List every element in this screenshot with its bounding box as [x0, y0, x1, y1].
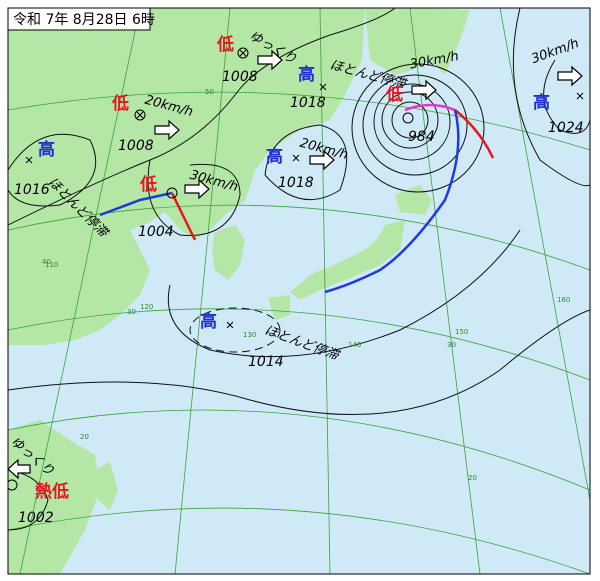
pressure-label: 1018	[278, 175, 314, 191]
system-kind: 低	[385, 84, 403, 105]
lat-line	[8, 409, 590, 491]
lat-line	[8, 91, 590, 151]
map-body	[8, 8, 590, 574]
center-markers	[8, 47, 584, 491]
isobar	[351, 63, 485, 193]
occluded-front	[404, 103, 456, 112]
isobar	[8, 469, 49, 531]
system-kind: 低	[111, 93, 129, 114]
lat-line	[8, 507, 590, 574]
isobar	[167, 229, 521, 358]
pressure-label: 1014	[248, 354, 284, 370]
header-title: 令和 7年 8月28日 6時	[13, 12, 155, 28]
pressure-label: 1018	[290, 95, 326, 111]
kyushu	[268, 295, 290, 320]
system-kind: 低	[216, 34, 234, 55]
isobar	[381, 91, 439, 149]
isobar	[373, 83, 451, 161]
lon-line	[19, 8, 141, 574]
isobar	[8, 309, 590, 416]
korea	[212, 225, 245, 280]
lat-line	[8, 308, 590, 381]
system-kind: 高	[38, 139, 55, 160]
taiwan-luzon	[95, 462, 118, 510]
isobar	[391, 101, 429, 139]
grid-label: 130	[243, 331, 256, 339]
isobar	[8, 8, 396, 226]
grid-label: 150	[455, 328, 468, 336]
lon-line	[409, 8, 481, 574]
system-kind: 熱低	[35, 481, 69, 502]
pressure-label: 1008	[222, 69, 258, 85]
pressure-label: 1002	[18, 510, 54, 526]
sakhalin-region	[365, 8, 470, 75]
mainland	[8, 8, 365, 345]
cold-front	[99, 191, 173, 217]
isobar	[264, 124, 348, 201]
warm-front	[454, 109, 495, 159]
system-kind: 高	[298, 64, 315, 85]
grid-label: 110	[45, 261, 58, 269]
grid-label: 20	[80, 433, 89, 441]
grid-label: 160	[557, 296, 570, 304]
hokkaido	[395, 185, 432, 215]
pressure-label: 1016	[14, 182, 50, 198]
honshu	[290, 220, 405, 300]
lon-line	[174, 8, 231, 574]
isobar	[512, 8, 590, 187]
grid-label: 40	[42, 258, 51, 266]
grid-label: 50	[205, 88, 214, 96]
grid-label: 30	[447, 341, 456, 349]
system-kind: 高	[266, 146, 283, 167]
system-kind: 高	[533, 92, 550, 113]
isobar	[147, 159, 241, 236]
frame	[7, 7, 591, 575]
system-kind: 低	[139, 174, 157, 195]
isobar	[362, 74, 468, 176]
pressure-label: 984	[408, 129, 435, 145]
warm-front	[170, 192, 197, 241]
isobar	[543, 59, 590, 134]
grid-label: 30	[127, 308, 136, 316]
isobar	[189, 307, 281, 353]
pressure-label: 1004	[138, 224, 174, 240]
southern-land	[8, 420, 100, 574]
isobar	[8, 133, 97, 207]
motion-arrows	[8, 49, 583, 480]
grid-label: 20	[468, 474, 477, 482]
header-box	[7, 7, 151, 31]
system-kind: 高	[200, 311, 217, 332]
pressure-label: 1024	[548, 120, 584, 136]
pressure-label: 1008	[118, 138, 154, 154]
lat-line	[8, 204, 590, 271]
cold-front	[324, 109, 460, 294]
grid-label: 140	[348, 341, 361, 349]
grid-label: 120	[140, 303, 153, 311]
